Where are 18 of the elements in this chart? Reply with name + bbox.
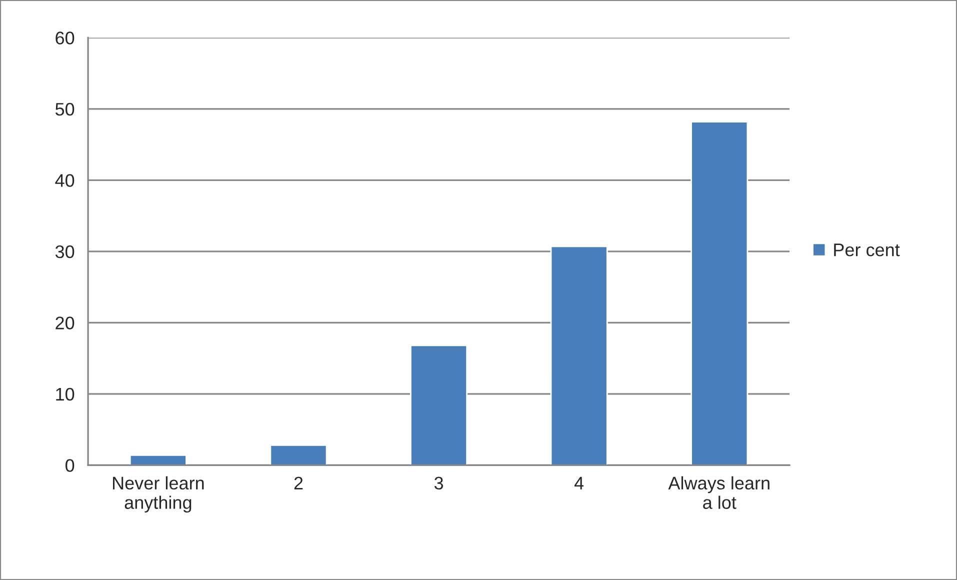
bar — [270, 444, 328, 466]
bar — [690, 121, 748, 466]
y-tick-label: 10 — [56, 388, 74, 401]
y-tick-label: 40 — [55, 174, 74, 187]
y-tick-label: 30 — [55, 245, 74, 258]
x-tick-label: Never learn anything — [113, 476, 204, 513]
x-tick-label: 4 — [574, 476, 584, 490]
y-tick-label: 0 — [66, 459, 74, 472]
y-tick-label: 60 — [56, 32, 74, 44]
x-tick-label: Always learn a lot — [668, 476, 770, 509]
bar — [410, 344, 468, 466]
legend-label: Per cent — [834, 244, 900, 256]
y-tick-label: 20 — [56, 316, 74, 330]
x-tick-label: 3 — [434, 476, 444, 490]
y-tick-label: 50 — [55, 102, 74, 116]
bar — [129, 454, 187, 466]
bar — [550, 246, 608, 466]
x-tick-label: 2 — [294, 476, 303, 490]
